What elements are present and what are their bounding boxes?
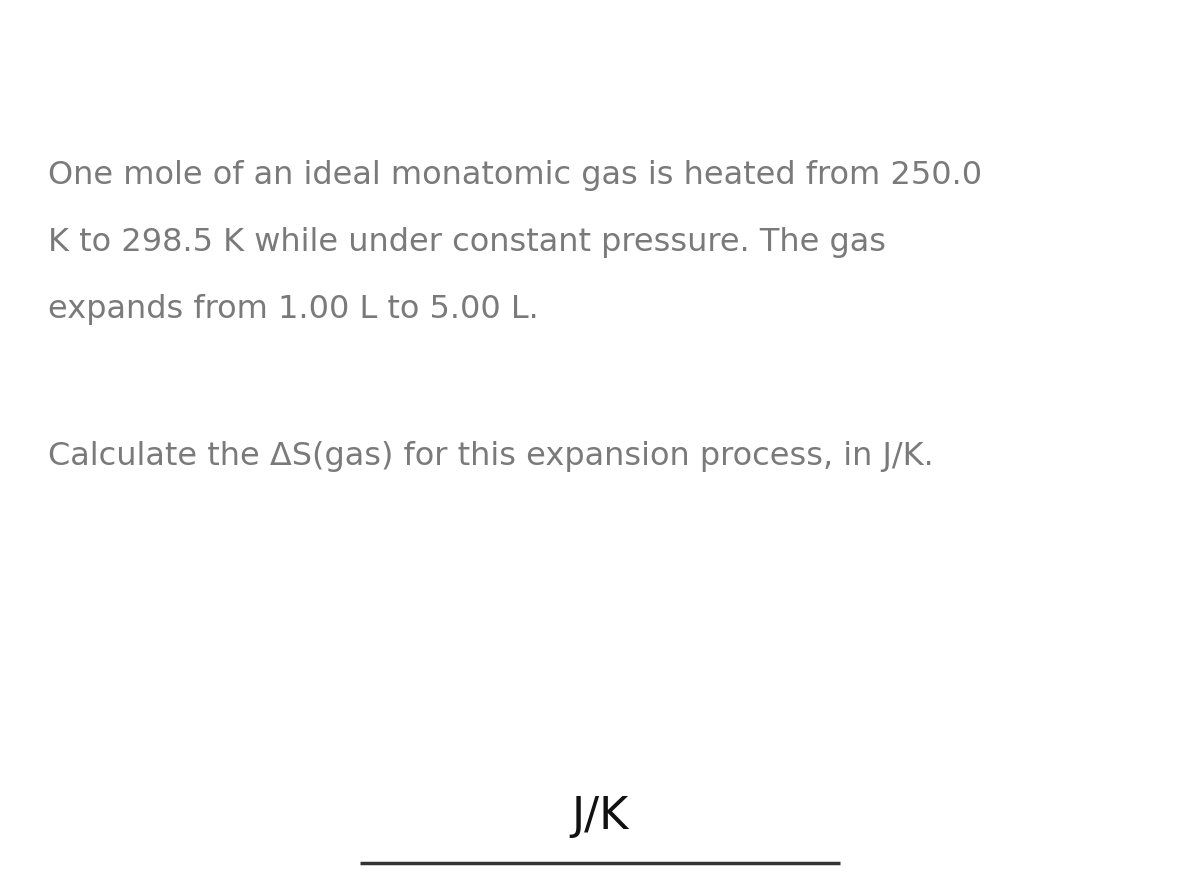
Text: ‹: ‹ [36,22,49,53]
Text: K to 298.5 K while under constant pressure. The gas: K to 298.5 K while under constant pressu… [48,226,886,257]
Text: Question 27 of 31: Question 27 of 31 [468,25,732,50]
Text: One mole of an ideal monatomic gas is heated from 250.0: One mole of an ideal monatomic gas is he… [48,160,982,191]
Text: J/K: J/K [571,795,629,838]
Text: Calculate the ΔS(gas) for this expansion process, in J/K.: Calculate the ΔS(gas) for this expansion… [48,441,934,472]
Text: Submit: Submit [1070,25,1164,50]
Text: expands from 1.00 L to 5.00 L.: expands from 1.00 L to 5.00 L. [48,293,539,324]
